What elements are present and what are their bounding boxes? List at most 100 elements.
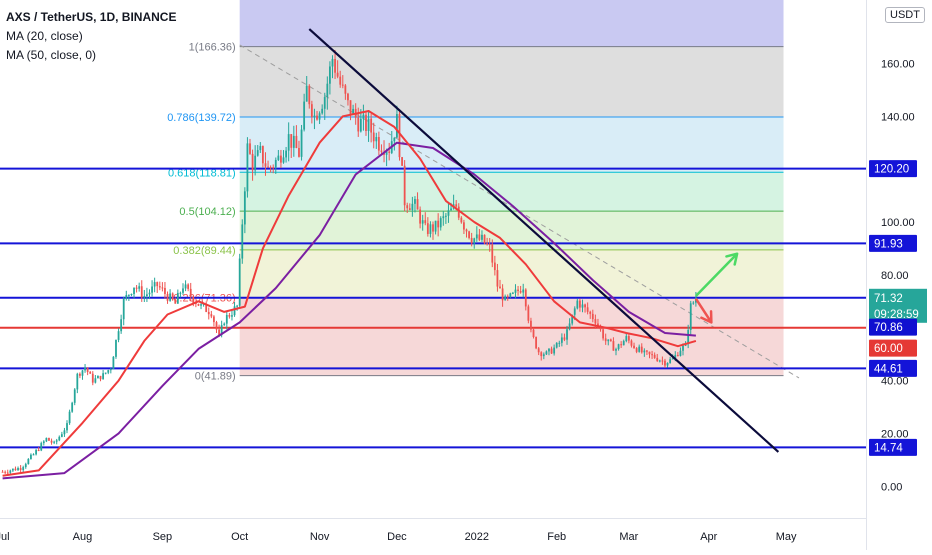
candle-body [527,306,530,321]
candle-body [68,411,71,424]
candle-body [447,210,450,216]
candle-body [426,223,429,234]
candle-body [473,238,476,244]
candle-body [522,289,525,293]
price-label-red: 60.00 [874,343,903,355]
candle-body [581,304,584,308]
currency-button[interactable]: USDT [885,7,925,23]
candle-body [45,437,48,442]
candle-body [419,209,422,224]
candle-body [571,314,574,324]
candle-body [50,440,53,443]
candle-body [107,370,110,373]
candle-body [633,345,635,349]
last-price-tag-bg [869,288,927,323]
candle-body [517,289,519,292]
candle-body [653,354,656,358]
candle-body [292,135,295,148]
candle-body [424,220,427,224]
candle-body [344,85,347,94]
candle-body [339,76,342,85]
candle-body [94,378,97,383]
candle-body [602,329,605,339]
arrows-layer [694,252,739,324]
candle-body [640,346,643,353]
candle-body [463,222,465,230]
price-tick-label: 20.00 [881,428,909,440]
candle-body [182,288,184,293]
candle-body [380,150,383,152]
ma50-legend[interactable]: MA (50, close, 0) [6,48,97,62]
candle-body [341,84,344,86]
candle-body [53,441,56,443]
candle-body [261,146,264,164]
price-tick-label: 0.00 [881,481,902,493]
candle-body [558,342,561,344]
candle-body [524,289,527,307]
candle-body [148,292,151,295]
candle-body [24,464,27,468]
candle-body [187,284,190,289]
candle-body [658,360,661,362]
candle-body [334,58,336,73]
arrow-head-0 [725,252,739,266]
candle-body [259,146,262,151]
candle-body [298,147,300,157]
fib-label-0.5: 0.5(104.12) [179,206,235,218]
symbol-title[interactable]: AXS / TetherUS, 1D, BINANCE [6,10,177,24]
time-tick-label: 2022 [465,531,489,543]
fib-label-0.786: 0.786(139.72) [167,112,236,124]
last-price-tag: 71.32 [874,293,903,305]
candle-body [597,323,599,326]
candle-body [164,287,166,294]
candle-body [225,315,228,324]
hline-price-tag-bg [869,359,917,377]
candle-body [408,208,411,210]
candle-body [300,129,303,157]
candle-body [174,299,177,304]
candle-body [403,165,406,206]
candle-body [396,114,398,138]
ma20-legend[interactable]: MA (20, close) [6,29,83,43]
time-tick-label: Mar [619,531,638,543]
candle-body [256,150,259,156]
price-axis[interactable]: 0.0020.0040.0060.0080.00100.00120.00140.… [866,0,932,550]
candle-body [323,97,326,109]
candle-body [238,258,241,306]
candle-body [153,282,156,287]
candle-body [635,348,638,352]
candle-body [1,471,4,473]
candle-body [166,293,169,301]
candle-body [370,118,373,133]
candle-body [625,336,628,342]
time-tick-label: Sep [153,531,173,543]
time-tick-label: Jul [0,531,10,543]
time-tick-label: Dec [387,531,407,543]
candle-body [434,220,437,232]
candle-body [465,229,468,232]
candle-body [349,100,352,115]
candle-body [6,472,9,474]
countdown-tag: 09:28:59 [874,309,919,321]
candle-body [643,350,646,353]
time-axis[interactable]: Jul Aug Sep Oct Nov Dec 2022 Feb Mar Apr May [0,518,866,550]
candle-body [429,224,432,234]
price-tick-label: 40.00 [881,376,909,388]
time-tick-label: Feb [547,531,566,543]
hline-price-tag: 91.93 [874,238,903,250]
time-tick-label: Aug [73,531,93,543]
candle-body [542,354,545,357]
candle-body [375,136,378,142]
candle-body [117,331,120,340]
candle-body [457,206,460,218]
candle-body [589,311,592,314]
candle-body [223,323,226,326]
candle-body [138,286,141,289]
candle-body [483,234,486,244]
fib-label-0: 0(41.89) [195,371,236,383]
candle-body [591,313,594,320]
fib-band-0.786 [239,46,784,118]
candle-body [669,359,672,363]
